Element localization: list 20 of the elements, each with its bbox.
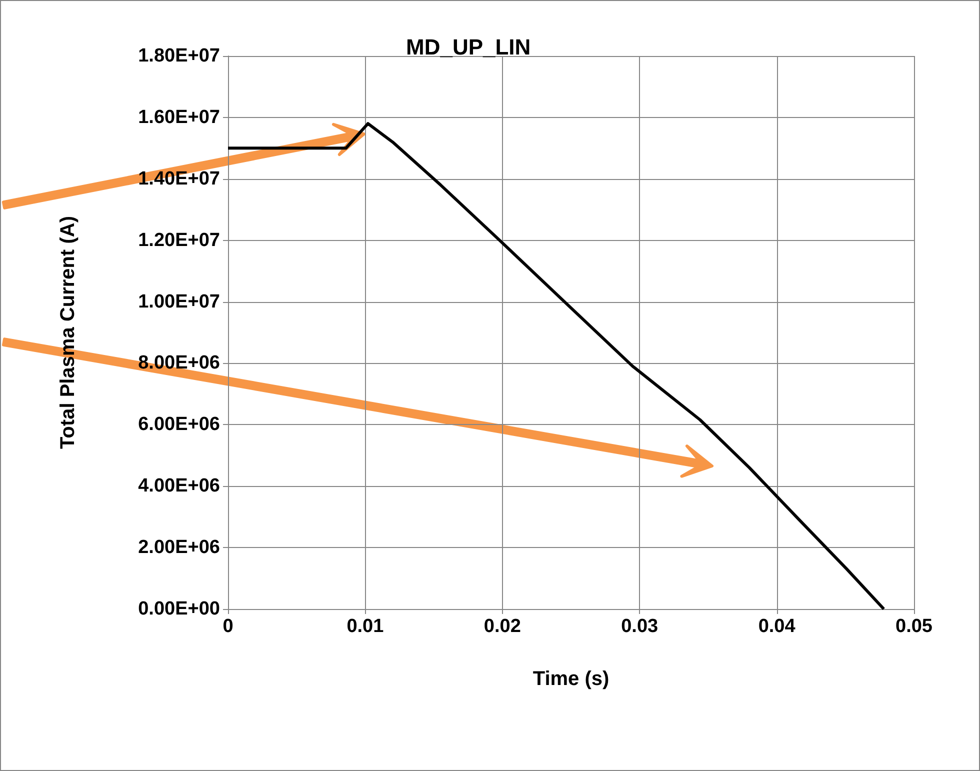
line-series (226, 122, 886, 610)
y-tick-label: 8.00E+06 (138, 352, 220, 374)
y-tick-label: 6.00E+06 (138, 414, 220, 436)
y-tick-label: 0.00E+00 (138, 598, 220, 620)
chart-title: MD_UP_LIN (406, 34, 531, 60)
y-tick-label: 1.80E+07 (138, 46, 220, 66)
x-tick-label: 0.02 (484, 616, 521, 637)
x-tick-label: 0 (222, 616, 234, 637)
y-tick-label: 4.00E+06 (138, 476, 220, 497)
y-tick-label: 1.40E+07 (138, 168, 220, 190)
x-tick-label: 0.04 (758, 616, 796, 637)
x-tick-label: 0.03 (621, 616, 658, 637)
x-tick-label: 0.05 (896, 616, 933, 637)
y-tick-label: 1.20E+07 (138, 230, 220, 251)
x-tick-label: 0.01 (346, 616, 384, 637)
y-tick-label: 1.00E+07 (138, 291, 220, 312)
x-axis-title: Time (s) (532, 668, 610, 690)
y-tick-label: 2.00E+06 (138, 537, 220, 558)
y-tick-label: 1.60E+07 (138, 106, 220, 128)
y-axis-title: Total Plasma Current (A) (57, 216, 79, 449)
